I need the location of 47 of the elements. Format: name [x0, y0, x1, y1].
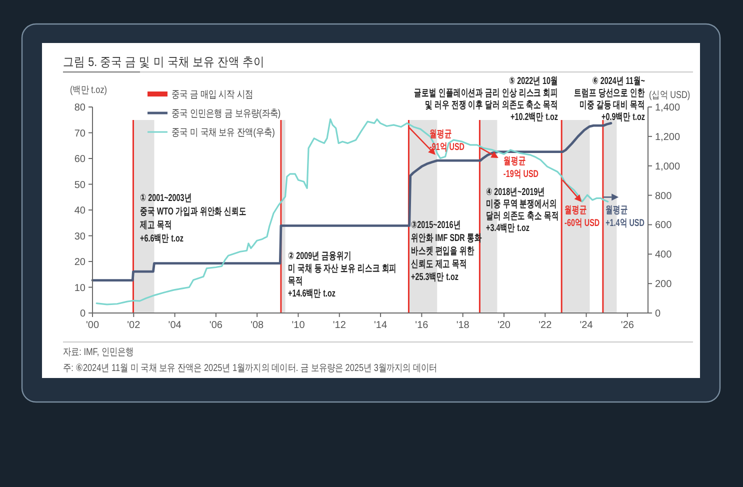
- y-tick-label: 30: [74, 231, 86, 242]
- legend-label: 중국 인민은행 금 보유량(좌축): [172, 108, 281, 119]
- legend-label: 중국 미 국채 보유 잔액(우축): [172, 126, 275, 138]
- y-tick-label: 40: [74, 206, 86, 216]
- x-tick-label: '18: [456, 320, 470, 331]
- y2-tick-label: 200: [655, 279, 672, 290]
- y-tick-label: 80: [74, 102, 86, 114]
- y2-tick-label: 800: [655, 190, 672, 202]
- x-tick-label: '20: [497, 320, 511, 331]
- x-tick-label: '16: [415, 320, 429, 331]
- annotation: ⑤ 2022년 10월 글로벌 인플레이션과 금리 인상 리스크 회피 및 러우 전쟁 이후 달러 의존도 축소 목적 +10.2백만 t.oz: [414, 74, 559, 122]
- y-tick-label: 20: [74, 257, 86, 268]
- x-tick-label: '02: [127, 320, 141, 331]
- annotation: ② 2009년 금융위기 미 국채 등 자산 보유 리스크 회피 목적 +14.6백만 t.oz: [288, 250, 397, 299]
- x-tick-label: '26: [620, 320, 634, 331]
- y2-tick-label: 1,000: [655, 161, 680, 172]
- x-tick-label: '24: [580, 320, 594, 331]
- y-tick-label: 0: [80, 308, 86, 320]
- annotation: ④ 2018년~2019년 미중 무역 분쟁에서의 달러 의존도 축소 목적 +3.4백만 t.oz: [486, 186, 559, 234]
- annotation: ① 2001~2003년 중국 WTO 가입과 위안화 신뢰도 제고 목적 +6.6백만 t.oz: [139, 192, 246, 244]
- y2-tick-label: 1,400: [655, 102, 680, 114]
- x-tick-label: '00: [86, 320, 100, 331]
- annotation: 월평균 +1.4억 USD: [606, 204, 644, 228]
- y-tick-label: 60: [74, 154, 86, 165]
- chart-title: 그림 5. 중국 금 및 미 국채 보유 잔액 추이: [63, 55, 265, 70]
- y2-axis-title: (십억 USD): [649, 89, 690, 100]
- x-tick-label: '10: [292, 320, 306, 331]
- y2-tick-label: 1,200: [655, 132, 680, 143]
- x-tick-label: '22: [538, 320, 552, 331]
- annotation: ⑥ 2024년 11월~ 트럼프 당선으로 인한 미중 갈등 대비 목적 +0.9백만 t.oz: [574, 74, 646, 122]
- annotation: 월평균 -19억 USD: [503, 154, 538, 180]
- x-tick-label: '14: [374, 320, 388, 331]
- x-tick-label: '06: [209, 320, 223, 331]
- x-tick-label: '12: [332, 320, 346, 331]
- text: 주: ⑥2024년 11월 미 국채 보유 잔액은 2025년 1월까지의 데이터. 금 보유량은 2025년 3월까지의 데이터: [63, 362, 438, 374]
- y-axis-title: (백만 t.oz): [70, 84, 108, 96]
- y2-tick-label: 0: [655, 308, 661, 320]
- y2-tick-label: 600: [655, 220, 672, 232]
- y-tick-label: 10: [74, 282, 86, 294]
- x-tick-label: '04: [168, 320, 182, 331]
- legend-label: 중국 금 매입 시작 시점: [172, 88, 254, 100]
- annotation: 월평균 -60억 USD: [564, 204, 600, 228]
- x-tick-label: '08: [250, 320, 264, 331]
- y-tick-label: 50: [74, 180, 86, 191]
- y-tick-label: 70: [74, 128, 86, 140]
- y2-tick-label: 400: [655, 250, 672, 261]
- text: 자료: IMF, 인민은행: [63, 346, 134, 358]
